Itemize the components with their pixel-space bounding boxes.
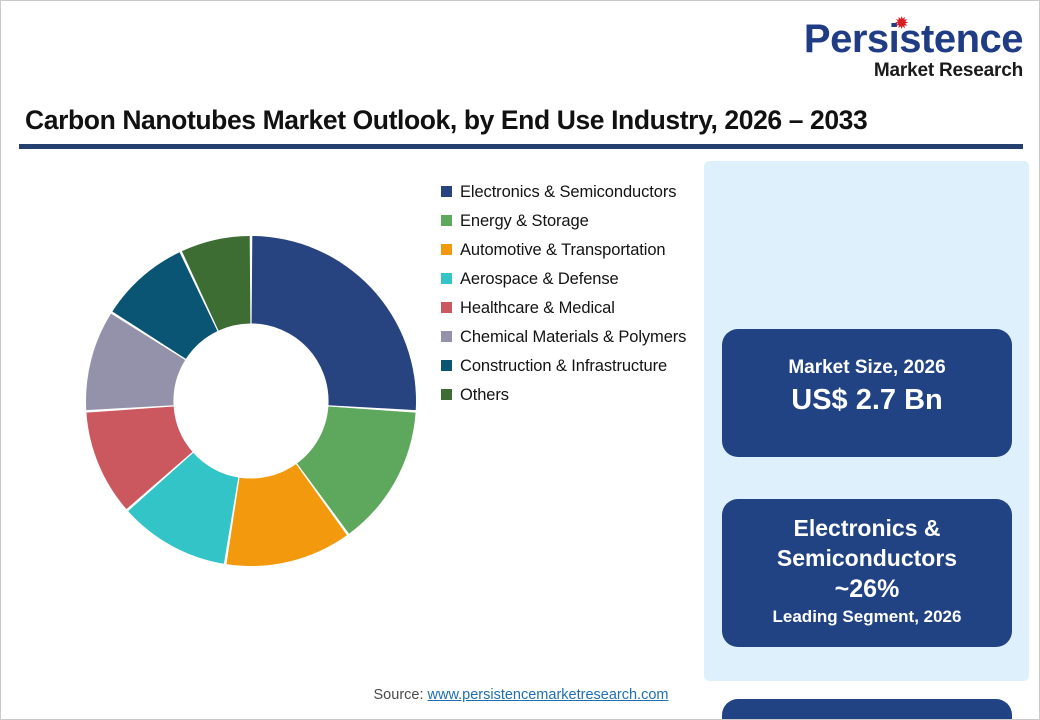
- legend-item-label: Chemical Materials & Polymers: [460, 328, 687, 346]
- brand-logo: Persistence ✹ Market Research: [795, 15, 1024, 81]
- donut-chart: [56, 206, 446, 596]
- donut-slice-group: [86, 236, 416, 566]
- source-label: Source:: [373, 687, 428, 703]
- legend-swatch-icon: [441, 244, 452, 255]
- legend-item-label: Energy & Storage: [460, 212, 589, 230]
- legend-swatch-icon: [441, 215, 452, 226]
- legend-item: Automotive & Transportation: [441, 237, 691, 264]
- brand-name-text: Persistence: [803, 17, 1024, 61]
- legend-item: Aerospace & Defense: [441, 266, 691, 293]
- chart-legend: Electronics & Semiconductors Energy & Sto…: [441, 179, 691, 411]
- source-link[interactable]: www.persistencemarketresearch.com: [427, 687, 669, 703]
- legend-swatch-icon: [441, 360, 452, 371]
- legend-item: Healthcare & Medical: [441, 295, 691, 322]
- donut-chart-svg: [86, 236, 416, 566]
- donut-slice: [128, 452, 239, 564]
- legend-item-label: Construction & Infrastructure: [460, 357, 668, 375]
- brand-name: Persistence ✹: [803, 15, 1024, 61]
- legend-item: Construction & Infrastructure: [441, 353, 691, 380]
- legend-item: Energy & Storage: [441, 208, 691, 235]
- legend-item-label: Aerospace & Defense: [460, 270, 619, 288]
- legend-swatch-icon: [441, 273, 452, 284]
- legend-item: Others: [441, 382, 691, 409]
- market-size-value: US$ 2.7 Bn: [791, 384, 943, 416]
- donut-slice: [86, 406, 193, 510]
- leading-segment-title: Electronics & Semiconductors: [776, 515, 958, 571]
- leading-segment-sub: Leading Segment, 2026: [772, 607, 962, 626]
- page-title: Carbon Nanotubes Market Outlook, by End …: [25, 105, 868, 135]
- legend-swatch-icon: [441, 302, 452, 313]
- source-footer: Source: www.persistencemarketresearch.co…: [1, 687, 1039, 703]
- legend-item-label: Automotive & Transportation: [460, 241, 666, 259]
- donut-slice: [112, 252, 218, 359]
- stats-panel: Market Size, 2026 US$ 2.7 Bn Electronics…: [704, 161, 1029, 719]
- legend-swatch-icon: [441, 331, 452, 342]
- donut-slice: [251, 236, 416, 411]
- legend-item-label: Others: [460, 386, 509, 404]
- legend-swatch-icon: [441, 186, 452, 197]
- legend-swatch-icon: [441, 389, 452, 400]
- market-size-caption: Market Size, 2026: [788, 357, 946, 378]
- donut-slice: [181, 236, 251, 331]
- donut-slice: [297, 406, 416, 534]
- donut-slice: [86, 313, 186, 411]
- leading-segment-percent: ~26%: [834, 575, 900, 603]
- star-icon: ✹: [895, 15, 908, 32]
- title-divider: [19, 144, 1023, 149]
- donut-slice: [226, 464, 347, 566]
- stat-card-leading-segment: Electronics & Semiconductors ~26% Leadin…: [722, 499, 1012, 647]
- legend-item: Chemical Materials & Polymers: [441, 324, 691, 351]
- legend-item-label: Healthcare & Medical: [460, 299, 615, 317]
- stat-card-market-size: Market Size, 2026 US$ 2.7 Bn: [722, 329, 1012, 457]
- legend-item-label: Electronics & Semiconductors: [460, 183, 677, 201]
- legend-item: Electronics & Semiconductors: [441, 179, 691, 206]
- stat-card-fast-growing-segment: Energy & Storage Fast-Growing Segment, 2…: [722, 699, 1012, 719]
- brand-tagline: Market Research: [873, 60, 1023, 81]
